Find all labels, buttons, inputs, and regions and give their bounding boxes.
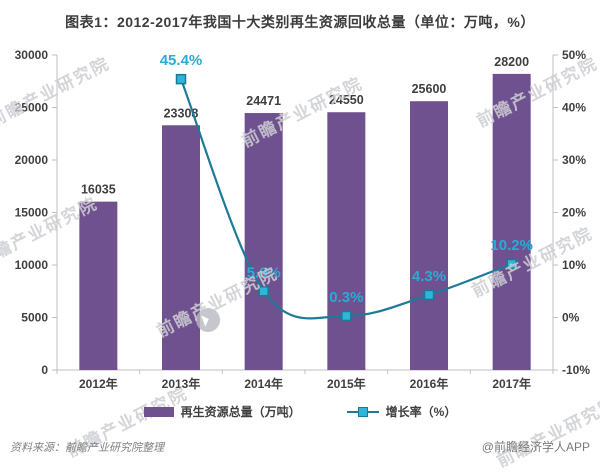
growth-rate-label: 5.0% xyxy=(247,264,281,281)
right-axis-tick-label: -10% xyxy=(562,363,590,377)
left-axis-tick-label: 5000 xyxy=(21,311,48,325)
bar-series-label: 再生资源总量（万吨） xyxy=(180,405,301,419)
left-axis-tick-label: 30000 xyxy=(15,48,49,62)
line-series-label: 增长率（%） xyxy=(385,405,457,419)
growth-rate-label: 4.3% xyxy=(412,268,446,285)
left-axis-tick-label: 0 xyxy=(41,363,48,377)
left-axis-tick-label: 25000 xyxy=(15,101,49,115)
chart-title: 图表1：2012-2017年我国十大类别再生资源回收总量（单位：万吨，%） xyxy=(65,14,535,30)
x-axis-category-label: 2014年 xyxy=(244,376,283,391)
bar-value-label: 28200 xyxy=(494,55,529,69)
left-axis-tick-label: 10000 xyxy=(15,258,49,272)
bar-value-label: 23308 xyxy=(164,106,199,120)
bar-2012年 xyxy=(79,201,118,370)
chart-legend: 再生资源总量（万吨） 增长率（%） xyxy=(0,403,600,420)
line-marker xyxy=(258,286,269,297)
legend-item-line-series: 增长率（%） xyxy=(346,403,457,420)
right-axis-tick-label: 10% xyxy=(562,258,586,272)
x-axis-category-label: 2016年 xyxy=(410,376,449,391)
right-axis-tick-label: 0% xyxy=(562,311,580,325)
bar-2015年 xyxy=(327,112,366,370)
left-axis-tick-label: 20000 xyxy=(15,153,49,167)
chart-footer: 资料来源：前瞻产业研究院整理 @前瞻经济学人APP xyxy=(0,438,600,455)
bar-value-label: 24550 xyxy=(329,93,364,107)
legend-item-bar-series: 再生资源总量（万吨） xyxy=(143,403,301,420)
x-axis-category-label: 2012年 xyxy=(79,376,118,391)
line-series-swatch xyxy=(346,407,379,417)
bar-value-label: 16035 xyxy=(81,183,116,197)
bar-value-label: 24471 xyxy=(246,94,281,108)
line-marker xyxy=(341,310,352,322)
right-axis-tick-label: 40% xyxy=(562,101,586,115)
growth-rate-label: 10.2% xyxy=(490,237,533,254)
credit-note: @前瞻经济学人APP xyxy=(481,440,590,454)
left-axis-tick-label: 15000 xyxy=(15,206,49,220)
bar-series-swatch xyxy=(143,406,174,417)
growth-rate-line xyxy=(179,78,513,320)
bar-value-label: 25600 xyxy=(412,82,447,96)
right-axis-tick-label: 50% xyxy=(562,48,586,62)
bar-2014年 xyxy=(244,113,283,370)
right-axis-tick-label: 30% xyxy=(562,153,586,167)
source-note: 资料来源：前瞻产业研究院整理 xyxy=(10,441,164,454)
line-marker xyxy=(423,289,435,301)
growth-rate-label: 0.3% xyxy=(329,289,363,306)
bar-2016年 xyxy=(410,101,448,370)
growth-rate-label: 45.4% xyxy=(160,52,203,69)
line-marker xyxy=(175,73,187,85)
x-axis-category-label: 2015年 xyxy=(327,376,366,391)
line-marker xyxy=(506,258,517,270)
x-axis-category-label: 2013年 xyxy=(162,376,201,391)
x-axis-category-label: 2017年 xyxy=(492,376,531,391)
right-axis-tick-label: 20% xyxy=(562,206,586,220)
bar-2013年 xyxy=(162,125,200,371)
bar-2017年 xyxy=(492,73,531,371)
